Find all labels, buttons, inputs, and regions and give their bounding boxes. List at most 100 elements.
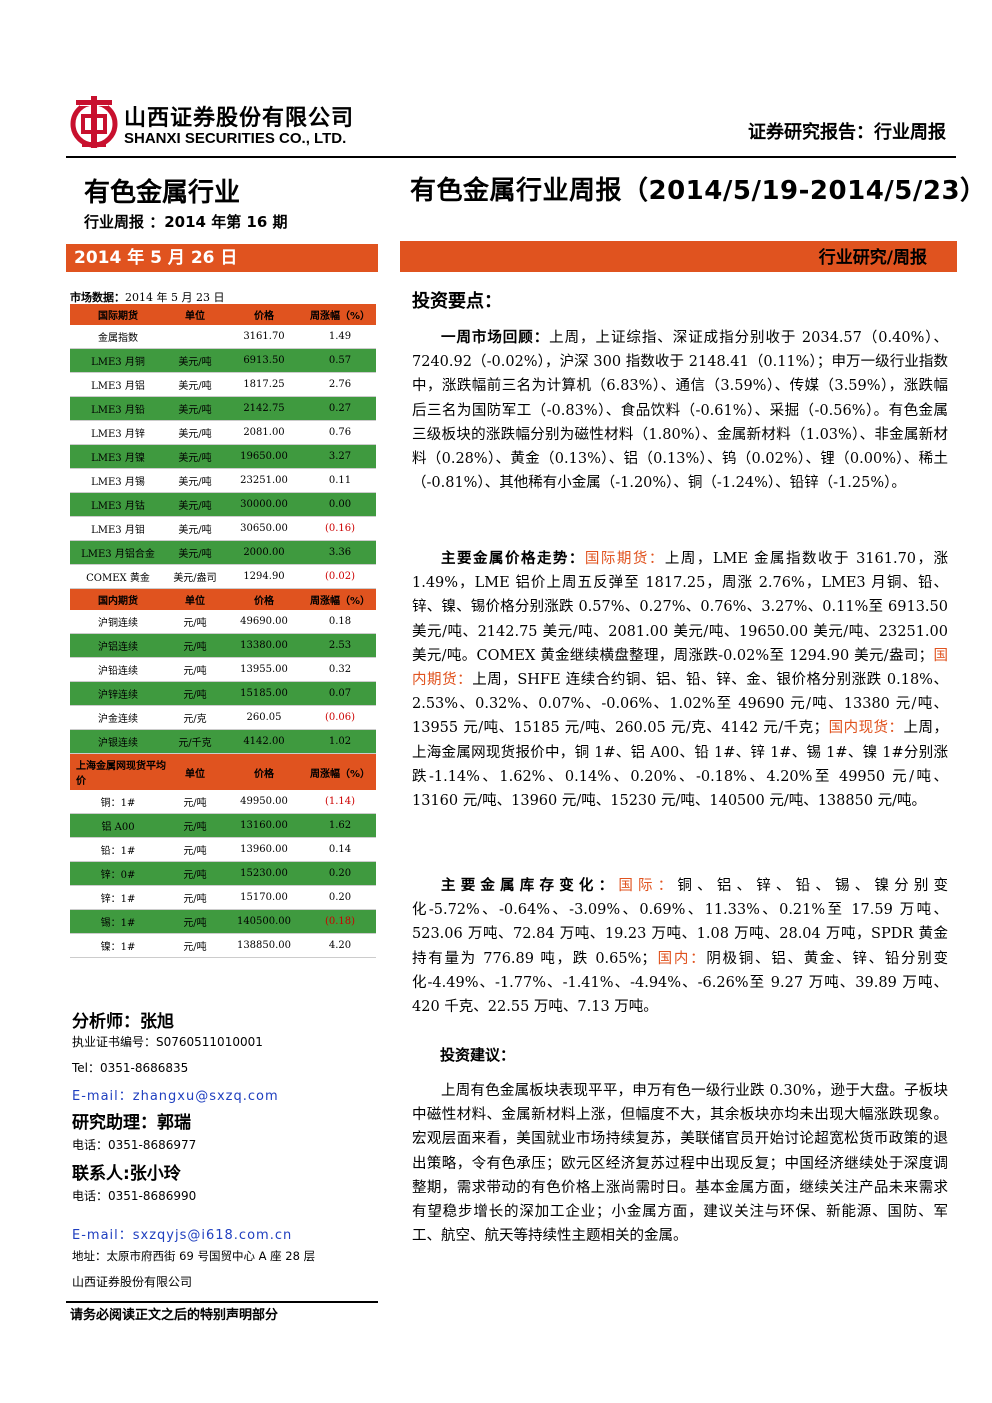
table-cell: 0.11 bbox=[328, 475, 352, 486]
table-cell: 1.02 bbox=[304, 729, 376, 754]
table-cell: 铝 A00 bbox=[70, 813, 166, 838]
table-cell: LME3 月镍 bbox=[70, 444, 166, 469]
table-row: 金属指数 3161.70 1.49 bbox=[70, 325, 376, 349]
report-type: 证券研究报告：行业周报 bbox=[748, 122, 946, 143]
table-header-row: 国内期货 单位 价格 周涨幅（%） bbox=[70, 588, 376, 610]
table-cell: (1.14) bbox=[324, 796, 356, 807]
table-cell: 元/吨 bbox=[166, 813, 224, 838]
report-date: 2014 年 5 月 26 日 bbox=[66, 244, 378, 272]
table-cell: 0.27 bbox=[304, 396, 376, 421]
company-address: 地址：太原市府西街 69 号国贸中心 A 座 28 层 bbox=[72, 1249, 316, 1263]
table-cell: LME3 月铅 bbox=[70, 396, 166, 421]
table-cell: 2.76 bbox=[328, 379, 352, 390]
table-cell: 元/吨 bbox=[166, 861, 224, 886]
issue-number: 行业周报 ：2014 年第 16 期 bbox=[84, 213, 288, 231]
table-row: LME3 月锌 美元/吨 2081.00 0.76 bbox=[70, 421, 376, 445]
table-cell: 美元/吨 bbox=[178, 429, 212, 440]
analyst-tel: Tel：0351-8686835 bbox=[72, 1061, 189, 1075]
table-cell: 140500.00 bbox=[224, 909, 304, 934]
industry-title: 有色金属行业 bbox=[84, 178, 241, 208]
assistant-tel: 电话：0351-8686977 bbox=[72, 1138, 197, 1152]
company-name-cn: 山西证券股份有限公司 bbox=[124, 106, 355, 131]
table-cell: 4142.00 bbox=[224, 729, 304, 754]
company-logo bbox=[70, 96, 118, 152]
table-row: LME3 月镍 美元/吨 19650.00 3.27 bbox=[70, 444, 376, 469]
table-cell: 2000.00 bbox=[224, 540, 304, 565]
table-cell: 美元/盎司 bbox=[173, 573, 217, 584]
table-cell: 美元/吨 bbox=[166, 540, 224, 565]
table-cell: 0.20 bbox=[328, 892, 352, 903]
table-cell: 138850.00 bbox=[236, 940, 292, 951]
table-cell: 元/吨 bbox=[183, 666, 207, 677]
table-cell: 元/吨 bbox=[183, 942, 207, 953]
table-cell: 沪铜连续 bbox=[98, 618, 138, 629]
section-title: 投资要点： bbox=[412, 291, 502, 312]
footer-divider bbox=[66, 1301, 378, 1303]
table-cell: 沪铝连续 bbox=[70, 633, 166, 658]
table-row: 沪铝连续 元/吨 13380.00 2.53 bbox=[70, 633, 376, 658]
table-cell: 0.32 bbox=[328, 664, 352, 675]
table-cell: 30650.00 bbox=[240, 523, 288, 534]
table-cell: 13160.00 bbox=[224, 813, 304, 838]
table-header-cell: 周涨幅（%） bbox=[304, 588, 376, 610]
table-cell: 6913.50 bbox=[224, 348, 304, 373]
table-cell: LME3 月铜 bbox=[70, 348, 166, 373]
table-header-cell: 国内期货 bbox=[70, 588, 166, 610]
advice-title: 投资建议： bbox=[440, 1046, 516, 1064]
table-cell: (0.18) bbox=[304, 909, 376, 934]
report-category: 行业研究/周报 bbox=[400, 241, 957, 272]
table-row: 沪金连续 元/克 260.05 (0.06) bbox=[70, 706, 376, 730]
table-row: 铜：1# 元/吨 49950.00 (1.14) bbox=[70, 790, 376, 814]
table-cell: 1294.90 bbox=[243, 571, 285, 582]
table-cell: 13955.00 bbox=[240, 664, 288, 675]
paragraph-price-trend: 主要金属价格走势：国际期货：上周，LME 金属指数收于 3161.70，涨 1.… bbox=[412, 551, 949, 810]
table-cell: 13960.00 bbox=[240, 844, 288, 855]
table-row: LME3 月铝合金 美元/吨 2000.00 3.36 bbox=[70, 540, 376, 565]
table-cell: 2081.00 bbox=[243, 427, 285, 438]
contact-email[interactable]: E-mail：sxzqyjs@i618.com.cn bbox=[72, 1228, 293, 1243]
table-cell: 0.07 bbox=[304, 681, 376, 706]
table-cell: 0.18 bbox=[328, 616, 352, 627]
table-cell: 元/吨 bbox=[166, 633, 224, 658]
table-row: LME3 月钴 美元/吨 30000.00 0.00 bbox=[70, 492, 376, 517]
table-cell: 49690.00 bbox=[240, 616, 288, 627]
contact-tel: 电话：0351-8686990 bbox=[72, 1189, 197, 1203]
table-row: COMEX 黄金 美元/盎司 1294.90 (0.02) bbox=[70, 565, 376, 589]
footer-notice: 请务必阅读正文之后的特别声明部分 bbox=[70, 1308, 279, 1323]
company-name-en: SHANXI SECURITIES CO., LTD. bbox=[124, 130, 347, 147]
table-cell: 30000.00 bbox=[224, 492, 304, 517]
table-cell: 元/千克 bbox=[166, 729, 224, 754]
table-header-cell: 价格 bbox=[224, 753, 304, 790]
table-cell: 4.20 bbox=[328, 940, 352, 951]
table-cell: 锌：0# bbox=[70, 861, 166, 886]
table-cell: 沪铅连续 bbox=[98, 666, 138, 677]
table-header-cell: 周涨幅（%） bbox=[304, 304, 376, 325]
table-cell: 0.20 bbox=[304, 861, 376, 886]
table-row: 铝 A00 元/吨 13160.00 1.62 bbox=[70, 813, 376, 838]
report-title: 有色金属行业周报（2014/5/19-2014/5/23） bbox=[410, 176, 987, 206]
table-cell: 0.57 bbox=[304, 348, 376, 373]
table-row: 锌：0# 元/吨 15230.00 0.20 bbox=[70, 861, 376, 886]
table-header-cell: 周涨幅（%） bbox=[304, 753, 376, 790]
company-name-footer: 山西证券股份有限公司 bbox=[72, 1275, 193, 1289]
table-cell: 元/吨 bbox=[183, 846, 207, 857]
table-cell: 0.14 bbox=[328, 844, 352, 855]
table-header-cell: 单位 bbox=[166, 304, 224, 325]
analyst-email[interactable]: E-mail：zhangxu@sxzq.com bbox=[72, 1089, 279, 1104]
table-row: 沪铜连续 元/吨 49690.00 0.18 bbox=[70, 610, 376, 634]
table-cell: LME3 月钴 bbox=[70, 492, 166, 517]
table-cell: 元/克 bbox=[183, 714, 207, 725]
table-cell: 美元/吨 bbox=[178, 477, 212, 488]
table-row: 沪铅连续 元/吨 13955.00 0.32 bbox=[70, 658, 376, 682]
table-cell: 沪银连续 bbox=[70, 729, 166, 754]
table-row: 锡：1# 元/吨 140500.00 (0.18) bbox=[70, 909, 376, 934]
table-cell: 3161.70 bbox=[243, 331, 285, 342]
table-cell: 3.36 bbox=[304, 540, 376, 565]
table-cell: 沪金连续 bbox=[98, 714, 138, 725]
table-cell: 元/吨 bbox=[166, 681, 224, 706]
table-cell: 锌：1# bbox=[100, 894, 136, 905]
table-cell: 金属指数 bbox=[98, 333, 138, 344]
table-row: LME3 月锡 美元/吨 23251.00 0.11 bbox=[70, 469, 376, 493]
paragraph-market-review: 一周市场回顾：上周，上证综指、深证成指分别收于 2034.57（0.40%）、7… bbox=[412, 330, 948, 492]
table-header-cell: 价格 bbox=[224, 304, 304, 325]
